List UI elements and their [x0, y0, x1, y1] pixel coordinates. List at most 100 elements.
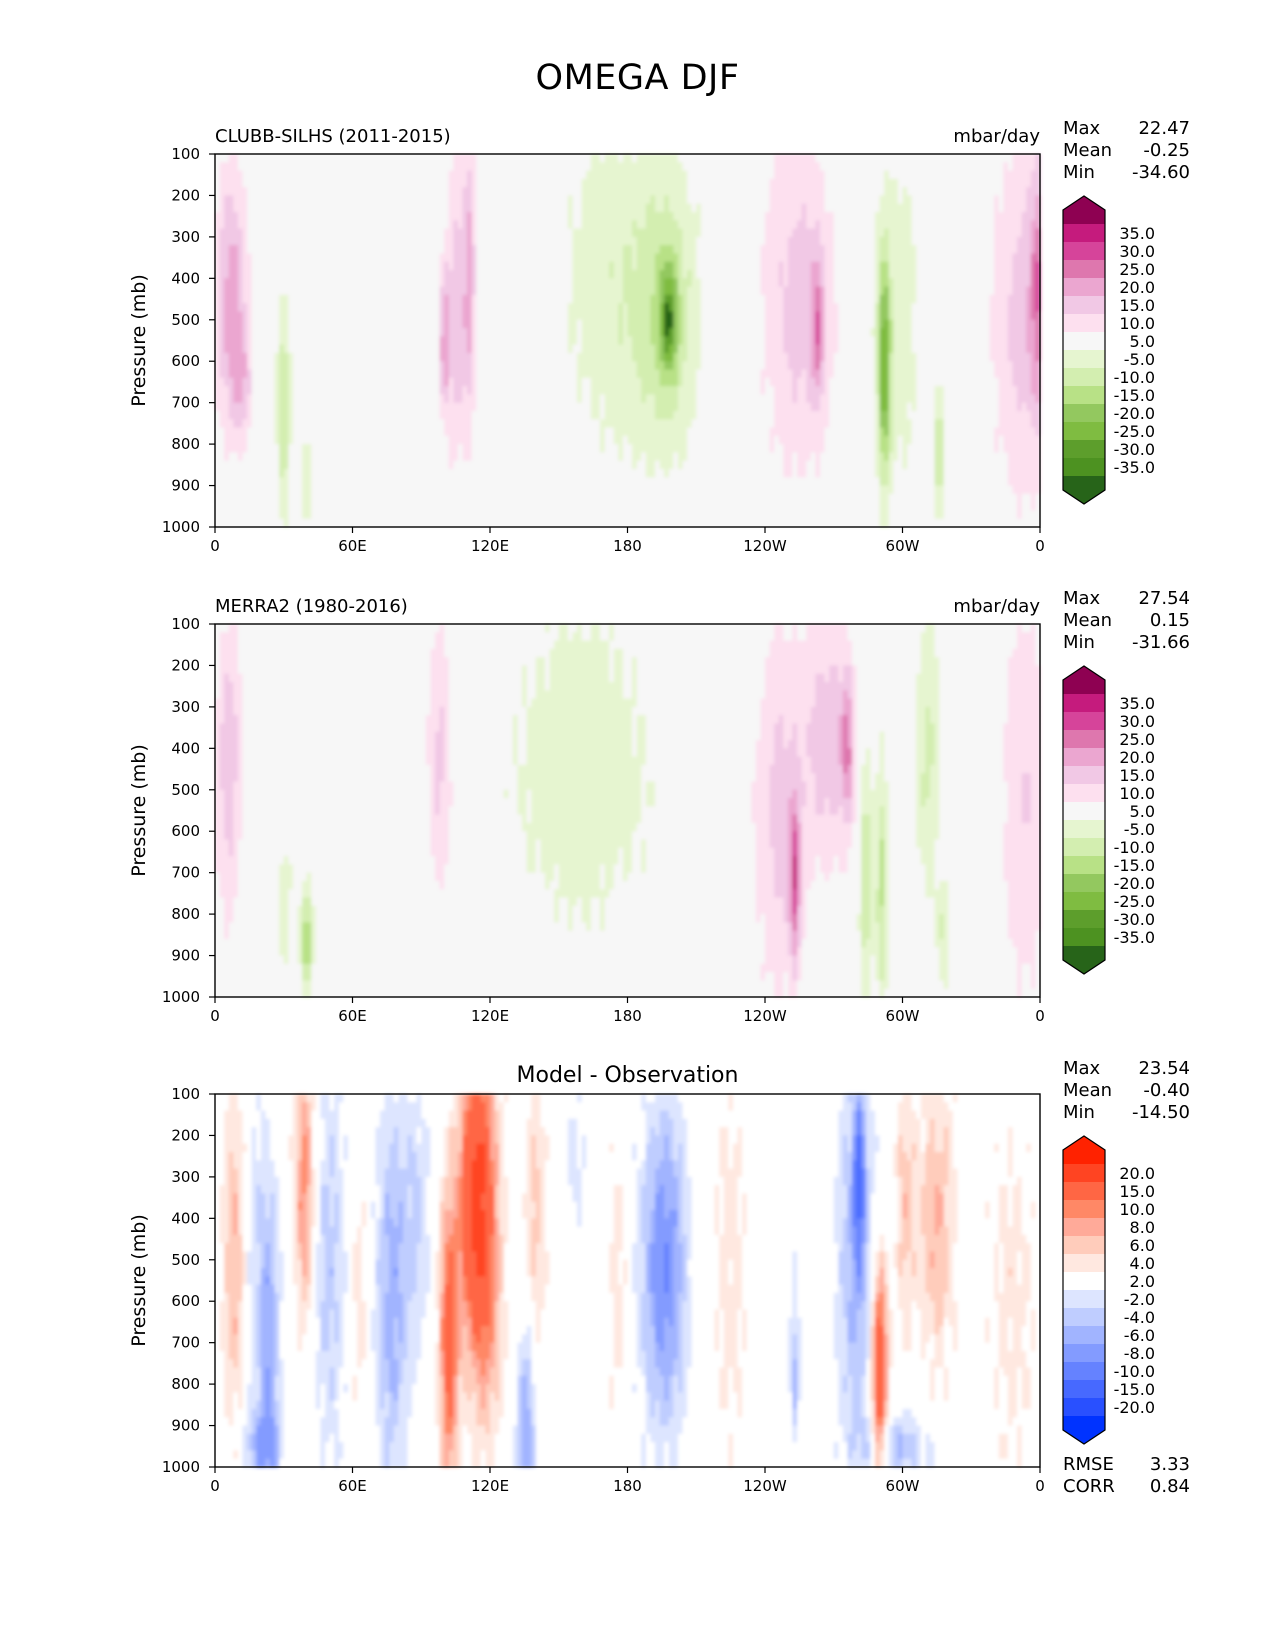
heatmap-cell	[787, 294, 794, 304]
heatmap-cell	[719, 212, 725, 221]
heatmap-cell	[700, 162, 707, 172]
heatmap-cell	[980, 261, 986, 271]
heatmap-cell	[361, 170, 367, 180]
heatmap-cell	[861, 369, 867, 379]
heatmap-cell	[659, 319, 665, 329]
heatmap-cell	[907, 178, 913, 188]
heatmap-cell	[531, 245, 537, 255]
heatmap-cell	[467, 220, 473, 230]
heatmap-cell	[645, 212, 652, 221]
heatmap-cell	[783, 294, 789, 304]
heatmap-cell	[632, 328, 638, 337]
heatmap-cell	[302, 303, 308, 313]
heatmap-cell	[962, 336, 968, 346]
heatmap-cell	[407, 261, 413, 271]
heatmap-cell	[797, 154, 803, 163]
heatmap-cell	[430, 361, 436, 371]
heatmap-cell	[247, 195, 253, 205]
heatmap-cell	[453, 154, 459, 163]
heatmap-cell	[512, 294, 519, 304]
heatmap-cell	[723, 178, 729, 188]
heatmap-cell	[416, 245, 422, 255]
heatmap-cell	[957, 261, 963, 271]
heatmap-cell	[847, 195, 853, 205]
heatmap-cell	[361, 261, 367, 271]
heatmap-cell	[329, 336, 335, 346]
heatmap-cell	[1021, 154, 1027, 163]
heatmap-cell	[746, 270, 752, 279]
heatmap-cell	[490, 228, 496, 238]
heatmap-cell	[879, 178, 885, 188]
heatmap-cell	[549, 203, 555, 213]
heatmap-cell	[370, 253, 377, 263]
heatmap-cell	[650, 212, 656, 221]
heatmap-cell	[971, 245, 977, 255]
heatmap-cell	[604, 154, 610, 163]
heatmap-cell	[567, 352, 574, 362]
heatmap-cell	[389, 187, 395, 197]
heatmap-cell	[902, 311, 908, 321]
heatmap-cell	[549, 328, 555, 337]
heatmap-cell	[650, 328, 656, 337]
heatmap-cell	[237, 311, 244, 321]
heatmap-cell	[499, 187, 505, 197]
heatmap-cell	[728, 286, 734, 296]
heatmap-cell	[215, 228, 221, 238]
heatmap-cell	[242, 377, 248, 387]
heatmap-cell	[292, 336, 299, 346]
heatmap-cell	[311, 162, 317, 172]
heatmap-cell	[476, 253, 482, 263]
heatmap-cell	[448, 303, 454, 313]
heatmap-cell	[787, 178, 794, 188]
heatmap-cell	[311, 361, 317, 371]
heatmap-cell	[563, 311, 569, 321]
heatmap-cell	[398, 303, 404, 313]
heatmap-cell	[402, 154, 409, 163]
heatmap-cell	[256, 344, 262, 354]
heatmap-cell	[948, 352, 954, 362]
heatmap-cell	[613, 319, 619, 329]
heatmap-cell	[865, 270, 872, 279]
heatmap-cell	[503, 203, 509, 213]
heatmap-cell	[879, 319, 885, 329]
heatmap-cell	[219, 178, 225, 188]
heatmap-cell	[517, 236, 523, 246]
heatmap-cell	[939, 278, 945, 288]
heatmap-cell	[884, 344, 890, 354]
heatmap-cell	[966, 328, 972, 337]
heatmap-cell	[985, 154, 991, 163]
heatmap-cell	[810, 303, 817, 313]
heatmap-cell	[939, 228, 945, 238]
heatmap-cell	[494, 245, 500, 255]
heatmap-cell	[710, 220, 716, 230]
heatmap-cell	[302, 236, 308, 246]
heatmap-cell	[224, 228, 230, 238]
heatmap-cell	[453, 294, 459, 304]
heatmap-cell	[306, 319, 312, 329]
heatmap-cell	[357, 253, 363, 263]
heatmap-cell	[315, 303, 322, 313]
heatmap-cell	[1007, 236, 1014, 246]
heatmap-cell	[389, 377, 395, 387]
heatmap-cell	[838, 203, 844, 213]
heatmap-cell	[723, 236, 729, 246]
heatmap-cell	[1026, 286, 1032, 296]
heatmap-cell	[645, 236, 652, 246]
heatmap-cell	[279, 236, 285, 246]
heatmap-cell	[948, 261, 954, 271]
heatmap-cell	[971, 178, 977, 188]
heatmap-cell	[902, 245, 908, 255]
heatmap-cell	[998, 187, 1004, 197]
heatmap-cell	[627, 311, 633, 321]
heatmap-cell	[577, 195, 583, 205]
heatmap-cell	[297, 228, 303, 238]
heatmap-cell	[549, 369, 555, 379]
heatmap-cell	[375, 220, 381, 230]
heatmap-cell	[939, 203, 945, 213]
heatmap-cell	[522, 270, 528, 279]
heatmap-cell	[787, 162, 794, 172]
heatmap-cell	[774, 361, 780, 371]
heatmap-cell	[306, 178, 312, 188]
heatmap-cell	[329, 361, 335, 371]
heatmap-cell	[824, 352, 830, 362]
